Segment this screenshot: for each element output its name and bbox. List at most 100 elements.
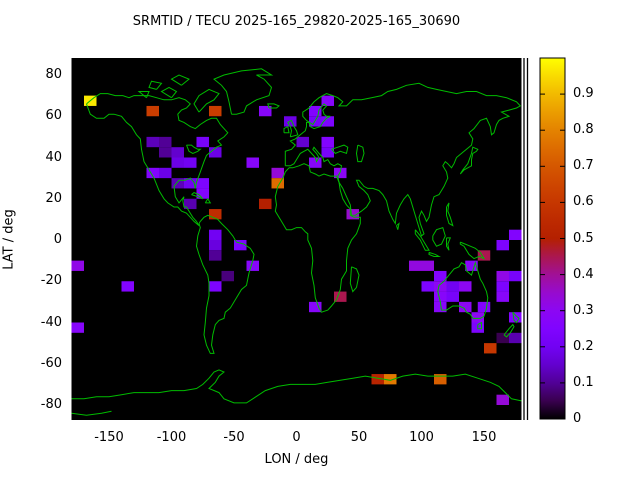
heatmap-cell	[384, 374, 397, 385]
heatmap-cell	[159, 147, 172, 158]
heatmap-cell	[309, 105, 322, 117]
heatmap-cell	[484, 343, 497, 354]
heatmap-cell	[496, 281, 509, 292]
heatmap-cell	[421, 260, 434, 271]
heatmap-cell	[209, 209, 222, 220]
coastline	[331, 144, 349, 155]
heatmap-cell	[259, 198, 272, 210]
heatmap-cell	[296, 136, 309, 148]
heatmap-cell	[234, 240, 247, 251]
heatmap-cell	[121, 281, 134, 292]
heatmap-cell	[434, 301, 447, 313]
heatmap-cell	[509, 312, 522, 323]
heatmap-cell	[159, 136, 172, 148]
heatmap-cell	[209, 147, 222, 158]
heatmap-cell	[321, 95, 334, 106]
coastline	[283, 125, 290, 134]
heatmap-cell	[221, 270, 234, 282]
heatmap-cell	[184, 198, 197, 210]
y-tick-label: -20	[40, 273, 62, 289]
coastline	[274, 163, 361, 313]
heatmap-cell	[321, 147, 334, 158]
heatmap-cell	[271, 167, 284, 179]
colorbar-tick-label: 0.8	[573, 122, 594, 138]
heatmap-cell	[477, 301, 491, 313]
heatmap-cell	[146, 167, 159, 179]
heatmap-cell	[434, 270, 447, 282]
heatmap-cell	[146, 136, 159, 148]
x-tick-label: 50	[350, 430, 368, 445]
y-tick-label: 40	[45, 149, 62, 165]
heatmap-cell	[159, 167, 172, 179]
y-tick-label: 20	[45, 190, 62, 206]
heatmap-cell	[446, 281, 459, 292]
coastline	[137, 91, 150, 99]
coastline	[186, 144, 202, 154]
coastline	[71, 410, 112, 416]
coastline	[414, 229, 430, 251]
coastline	[160, 86, 178, 99]
colorbar-tick-label: 0.2	[573, 338, 594, 354]
coastline	[191, 192, 204, 200]
heatmap-cell	[171, 157, 184, 168]
y-tick-label: -80	[40, 397, 62, 412]
heatmap-cell	[459, 281, 472, 292]
coastline	[204, 197, 212, 204]
colorbar-tick-label: 0.5	[573, 230, 594, 246]
heatmap-cell	[196, 188, 209, 199]
coastline	[86, 93, 229, 226]
y-tick-label: -60	[40, 355, 62, 371]
coastline	[446, 202, 454, 227]
heatmap-cell	[71, 322, 84, 333]
heatmap-cell	[309, 157, 322, 168]
heatmap-cell	[496, 270, 509, 282]
heatmap-cell	[434, 291, 447, 302]
heatmap-cell	[146, 105, 159, 117]
x-tick-label: 100	[409, 430, 434, 445]
heatmap-cell	[465, 260, 478, 271]
coastline	[148, 80, 163, 90]
heatmap-cell	[371, 374, 384, 385]
heatmap-cell	[409, 260, 422, 271]
colorbar-tick-label: 0.9	[573, 86, 594, 102]
heatmap-cell	[209, 105, 222, 117]
coastline	[512, 311, 520, 324]
heatmap-cell	[334, 291, 347, 302]
coastline	[459, 241, 486, 260]
coastline	[432, 226, 446, 247]
heatmap-cell	[334, 167, 347, 179]
x-axis-label: LON / deg	[264, 452, 329, 467]
heatmap-cell	[459, 301, 472, 313]
coastline	[195, 214, 255, 354]
heatmap-cell	[477, 250, 491, 261]
heatmap-cell	[71, 260, 84, 271]
heatmap-cell	[196, 136, 209, 148]
heatmap-cell	[196, 178, 209, 189]
heatmap-cell	[209, 281, 222, 292]
x-tick-label: -50	[223, 430, 245, 445]
coastline	[170, 74, 190, 86]
heatmap-cell	[446, 291, 459, 302]
coastline	[437, 260, 489, 319]
coastline	[71, 369, 522, 404]
heatmap-cell	[434, 374, 447, 385]
colorbar-tick-label: 0.3	[573, 302, 594, 318]
coastline	[267, 103, 280, 109]
heatmap-cell	[346, 209, 359, 220]
heatmap-cell	[209, 250, 222, 261]
heatmap-cell	[171, 147, 184, 158]
heatmap-cell	[259, 105, 272, 117]
y-tick-label: -40	[40, 314, 62, 330]
coastline	[446, 237, 452, 251]
x-tick-label: 0	[292, 430, 301, 445]
heatmap-cell	[246, 157, 259, 168]
colorbar-tick-label: 0.6	[573, 194, 594, 210]
heatmap-cell	[171, 178, 184, 189]
colorbar-tick-label: 0.4	[573, 266, 594, 282]
plot-title: SRMTID / TECU 2025-165_29820-2025-165_30…	[132, 14, 461, 29]
x-tick-label: 150	[471, 430, 497, 445]
heatmap-cell	[209, 229, 222, 240]
coastline	[287, 119, 299, 138]
